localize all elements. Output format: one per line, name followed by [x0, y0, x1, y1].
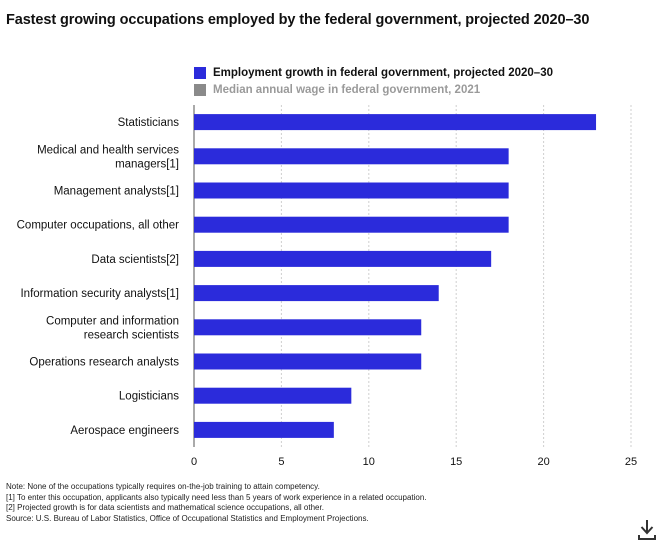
category-label: Data scientists[2]	[91, 254, 179, 266]
category-label: Medical and health services	[37, 144, 179, 156]
x-tick-label: 15	[450, 456, 462, 468]
note-line: Note: None of the occupations typically …	[6, 482, 320, 491]
x-tick-label: 20	[537, 456, 549, 468]
legend: Employment growth in federal government,…	[194, 64, 553, 98]
category-label: managers[1]	[115, 158, 179, 170]
legend-label-median-wage: Median annual wage in federal government…	[213, 83, 481, 96]
bar	[194, 353, 422, 370]
bar	[194, 421, 334, 438]
legend-swatch-median-wage	[194, 83, 206, 96]
category-label: research scientists	[84, 329, 179, 341]
footnote-2: [2] Projected growth is for data scienti…	[6, 503, 324, 513]
x-tick-label: 25	[625, 456, 637, 468]
category-label: Statisticians	[118, 117, 180, 129]
bar	[194, 216, 509, 233]
category-label: Logisticians	[119, 391, 179, 403]
x-tick-label: 10	[363, 456, 375, 468]
bar	[194, 182, 509, 199]
category-label: Management analysts[1]	[54, 186, 179, 198]
chart-title: Fastest growing occupations employed by …	[6, 12, 590, 28]
x-tick-label: 5	[278, 456, 284, 468]
category-label: Operations research analysts	[29, 357, 179, 369]
download-icon[interactable]	[638, 519, 656, 541]
legend-item-median-wage[interactable]: Median annual wage in federal government…	[194, 81, 553, 98]
x-tick-label: 0	[191, 456, 197, 468]
bar	[194, 148, 509, 165]
category-label: Computer and information	[46, 315, 179, 327]
legend-item-employment-growth[interactable]: Employment growth in federal government,…	[194, 64, 553, 81]
source-line: Source: U.S. Bureau of Labor Statistics,…	[6, 513, 369, 523]
category-label: Computer occupations, all other	[17, 220, 180, 232]
legend-label-employment-growth: Employment growth in federal government,…	[213, 66, 553, 79]
footnote-1: [1] To enter this occupation, applicants…	[6, 492, 427, 502]
bar	[194, 387, 352, 404]
bar	[194, 250, 492, 267]
bar	[194, 319, 422, 336]
category-label: Information security analysts[1]	[20, 288, 179, 300]
bar-chart: 0 5 10 15 20 25 Statisticians Medical and healt…	[17, 105, 637, 468]
category-label: Aerospace engineers	[70, 425, 179, 437]
bar	[194, 285, 439, 302]
bar	[194, 114, 597, 131]
legend-swatch-employment-growth	[194, 66, 206, 79]
notes: Note: None of the occupations typically …	[6, 482, 427, 524]
